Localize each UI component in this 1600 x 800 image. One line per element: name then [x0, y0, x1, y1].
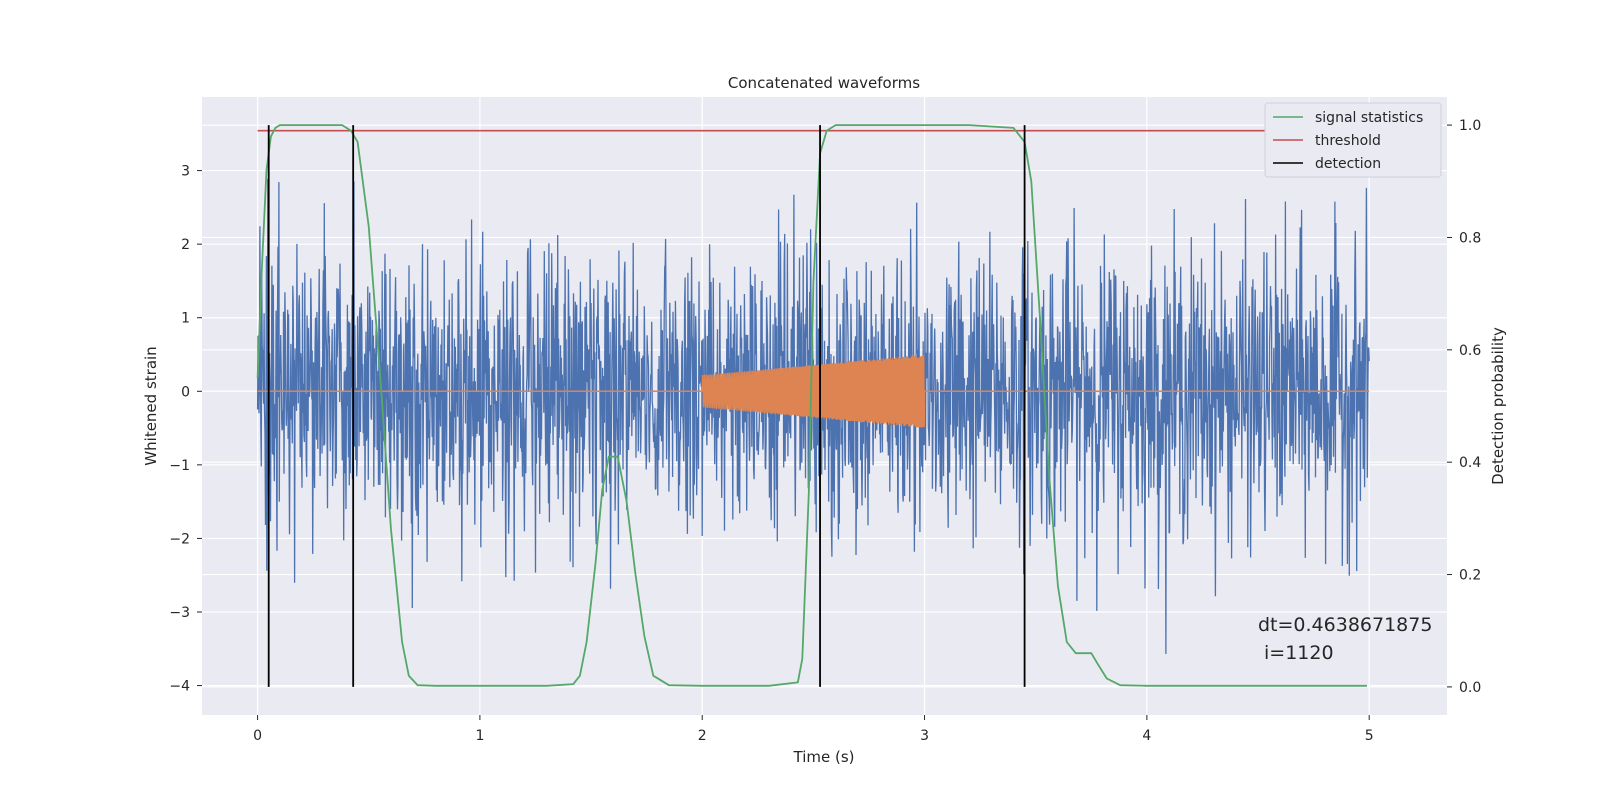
y2-tick-label: 0.2	[1459, 568, 1481, 584]
y-tick-label: 0	[181, 384, 190, 400]
noise-line	[256, 178, 1370, 655]
annotation-i: i=1120	[1264, 642, 1334, 664]
x-tick-label: 2	[698, 728, 707, 744]
x-axis-label: Time (s)	[793, 748, 855, 766]
y2-tick-label: 0.0	[1459, 680, 1481, 696]
y-tick-label: 3	[181, 164, 190, 180]
legend: signal statistics threshold detection	[1264, 102, 1442, 178]
template-chirp-line	[701, 355, 926, 428]
y2-tick-label: 1.0	[1459, 118, 1481, 134]
y-tick-label: −2	[169, 531, 190, 547]
y-tick-label: −3	[169, 605, 190, 621]
y2-tick-label: 0.8	[1459, 230, 1481, 246]
legend-threshold-label: threshold	[1315, 133, 1381, 149]
y-tick-label: −1	[169, 458, 190, 474]
annotation-dt: dt=0.4638671875	[1258, 614, 1432, 636]
detection-series	[267, 125, 1026, 687]
plot-series	[256, 124, 1370, 687]
y2-axis-label: Detection probability	[1489, 327, 1507, 485]
y2-tick-label: 0.6	[1459, 343, 1481, 359]
signal-statistics-line	[256, 124, 1367, 687]
x-axis: 0 1 2 3 4 5	[253, 715, 1374, 744]
signal-statistics-series	[256, 124, 1367, 687]
x-tick-label: 0	[253, 728, 262, 744]
y2-tick-label: 0.4	[1459, 455, 1481, 471]
noise-series	[256, 178, 1370, 655]
y2-axis: 0.0 0.2 0.4 0.6 0.8 1.0	[1447, 118, 1481, 696]
y-tick-label: −4	[169, 679, 190, 695]
y-tick-label: 2	[181, 237, 190, 253]
y-axis-label: Whitened strain	[142, 346, 160, 465]
y-axis: −4 −3 −2 −1 0 1 2 3	[169, 164, 202, 695]
chart-title: Concatenated waveforms	[728, 74, 920, 92]
y-tick-label: 1	[181, 311, 190, 327]
x-tick-label: 3	[920, 728, 929, 744]
legend-box	[1264, 102, 1442, 178]
x-tick-label: 1	[475, 728, 484, 744]
x-tick-label: 5	[1365, 728, 1374, 744]
x-tick-label: 4	[1142, 728, 1151, 744]
legend-detection-label: detection	[1315, 156, 1381, 172]
legend-signal-label: signal statistics	[1315, 110, 1423, 126]
template-series	[257, 355, 1370, 428]
